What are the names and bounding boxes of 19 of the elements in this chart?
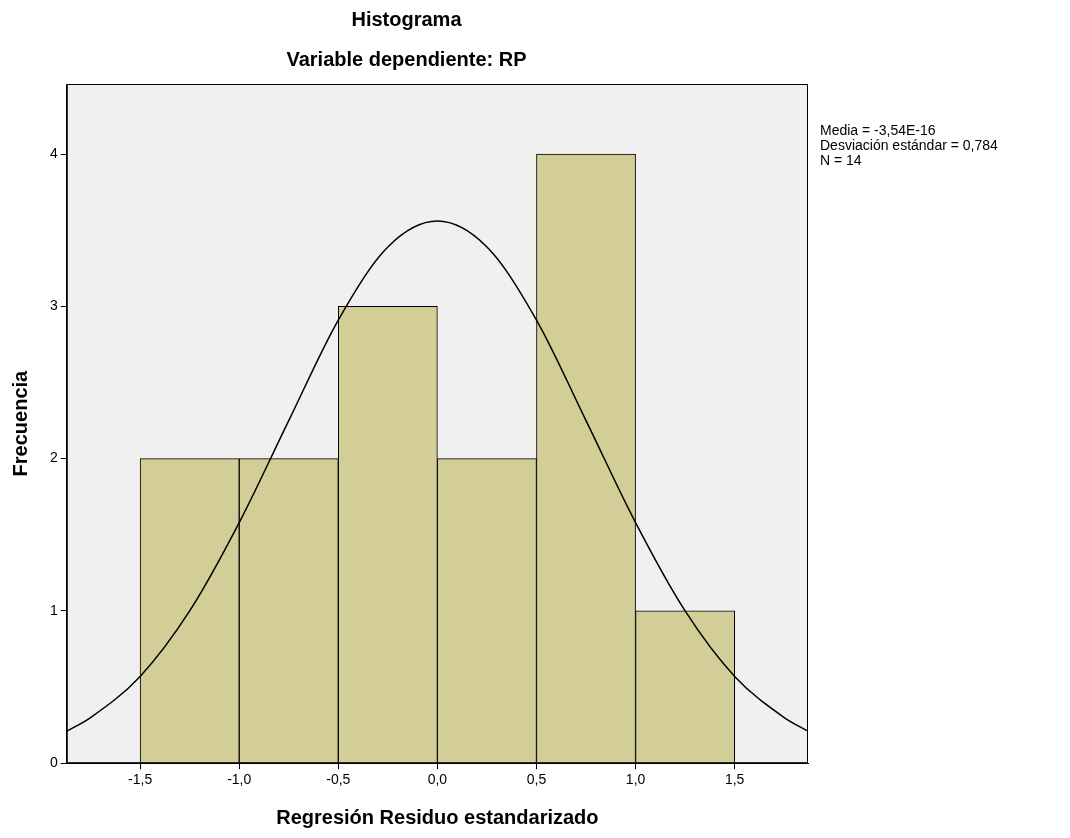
text: Desviación estándar = 0,784 bbox=[820, 136, 999, 153]
text: Media = -3,54E-16 bbox=[820, 121, 936, 138]
y-axis-title: Frecuencia bbox=[8, 369, 31, 477]
text: N = 14 bbox=[820, 151, 862, 168]
x-tick-label: 0,5 bbox=[526, 771, 547, 788]
y-tick-label: 3 bbox=[49, 297, 58, 314]
y-tick-label: 1 bbox=[49, 601, 58, 618]
chart-title: Histograma bbox=[351, 7, 463, 30]
x-tick-label: 0,0 bbox=[427, 771, 448, 788]
y-tick-label: 4 bbox=[49, 144, 58, 161]
y-tick-label: 2 bbox=[49, 449, 58, 466]
x-axis-title: Regresión Residuo estandarizado bbox=[276, 805, 599, 828]
x-tick-label: -0,5 bbox=[326, 771, 351, 788]
y-tick-label: 0 bbox=[49, 754, 58, 771]
x-tick-label: 1,5 bbox=[724, 771, 745, 788]
x-tick-label: 1,0 bbox=[625, 771, 646, 788]
x-tick-label: -1,0 bbox=[227, 771, 252, 788]
chart-subtitle: Variable dependiente: RP bbox=[286, 47, 527, 70]
x-tick-label: -1,5 bbox=[128, 771, 153, 788]
